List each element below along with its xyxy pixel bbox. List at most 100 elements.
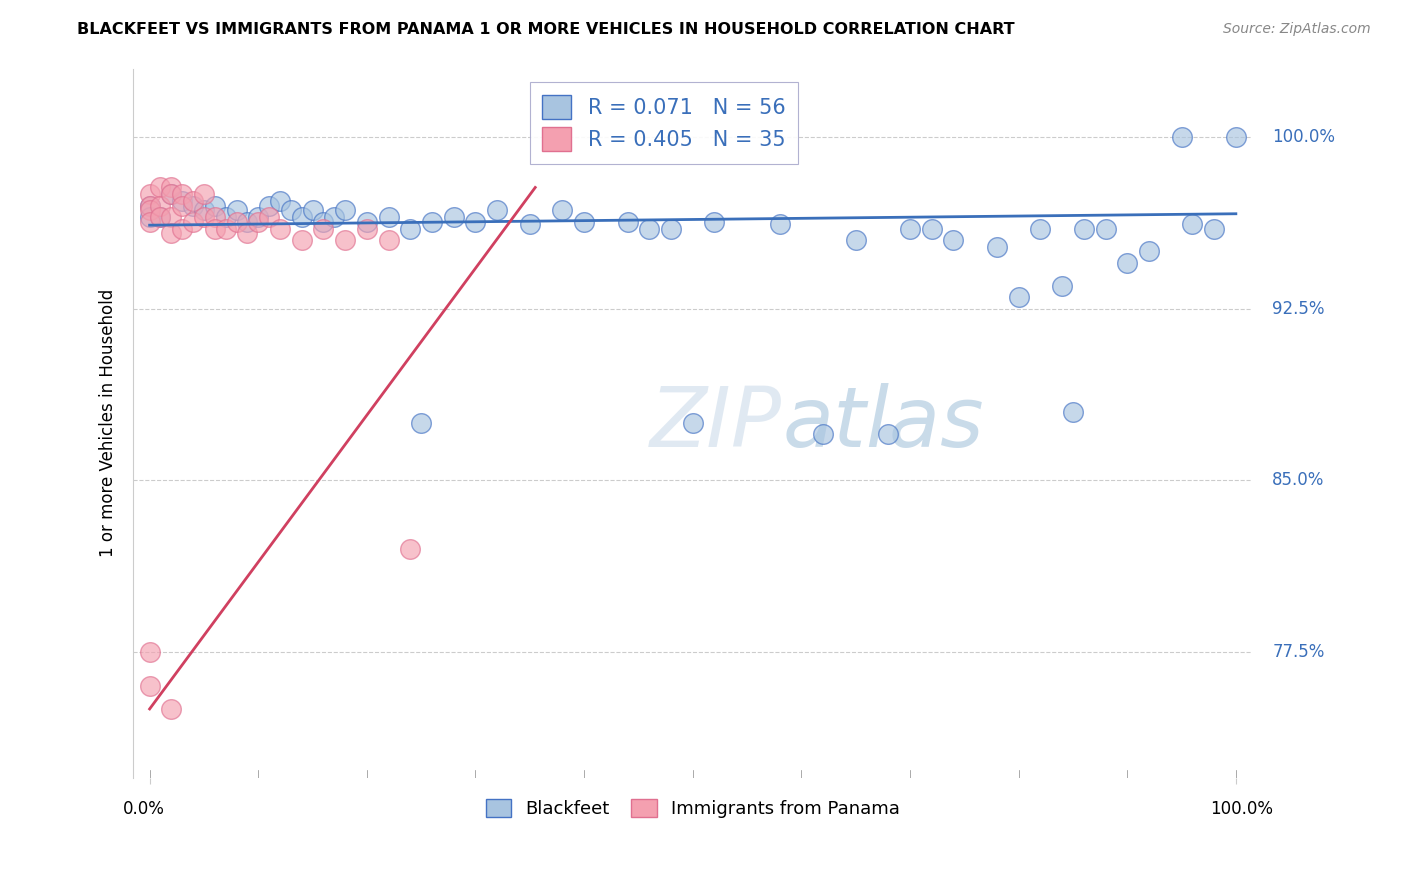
Point: [257, 210, 280, 224]
Point: [291, 233, 314, 247]
Point: [811, 427, 834, 442]
Point: [1007, 290, 1029, 304]
Point: [181, 215, 204, 229]
Point: [356, 215, 378, 229]
Text: 0.0%: 0.0%: [124, 800, 165, 819]
Point: [1094, 221, 1116, 235]
Point: [172, 199, 194, 213]
Text: 100.0%: 100.0%: [1272, 128, 1336, 146]
Point: [1029, 221, 1052, 235]
Point: [138, 645, 160, 659]
Text: atlas: atlas: [782, 383, 984, 464]
Point: [138, 203, 160, 218]
Point: [138, 210, 160, 224]
Point: [1073, 221, 1095, 235]
Point: [160, 180, 183, 194]
Point: [204, 210, 226, 224]
Point: [160, 187, 183, 202]
Point: [172, 221, 194, 235]
Text: 92.5%: 92.5%: [1272, 300, 1324, 318]
Point: [138, 187, 160, 202]
Point: [942, 233, 965, 247]
Point: [214, 221, 236, 235]
Text: ZIP: ZIP: [650, 383, 782, 464]
Point: [181, 194, 204, 209]
Point: [443, 210, 465, 224]
Point: [333, 203, 356, 218]
Point: [193, 203, 215, 218]
Point: [236, 215, 259, 229]
Point: [160, 187, 183, 202]
Point: [399, 221, 422, 235]
Point: [160, 226, 183, 240]
Point: [921, 221, 943, 235]
Point: [138, 679, 160, 693]
Point: [1204, 221, 1226, 235]
Point: [1062, 404, 1084, 418]
Point: [356, 221, 378, 235]
Point: [333, 233, 356, 247]
Point: [877, 427, 900, 442]
Point: [1225, 130, 1247, 145]
Point: [193, 187, 215, 202]
Point: [193, 210, 215, 224]
Point: [551, 203, 574, 218]
Text: BLACKFEET VS IMMIGRANTS FROM PANAMA 1 OR MORE VEHICLES IN HOUSEHOLD CORRELATION : BLACKFEET VS IMMIGRANTS FROM PANAMA 1 OR…: [77, 22, 1015, 37]
Point: [247, 215, 270, 229]
Point: [898, 221, 921, 235]
Point: [1050, 278, 1073, 293]
Point: [301, 203, 323, 218]
Point: [769, 217, 792, 231]
Point: [1116, 256, 1139, 270]
Point: [160, 210, 183, 224]
Point: [377, 210, 399, 224]
Point: [1170, 130, 1192, 145]
Point: [149, 199, 172, 213]
Point: [312, 221, 335, 235]
Point: [659, 221, 682, 235]
Text: 85.0%: 85.0%: [1272, 471, 1324, 489]
Point: [377, 233, 399, 247]
Point: [149, 210, 172, 224]
Point: [247, 210, 270, 224]
Point: [269, 221, 291, 235]
Point: [519, 217, 541, 231]
Point: [464, 215, 486, 229]
Point: [682, 416, 704, 430]
Point: [181, 199, 204, 213]
Point: [638, 221, 661, 235]
Point: [172, 194, 194, 209]
Text: 77.5%: 77.5%: [1272, 643, 1324, 661]
Point: [236, 226, 259, 240]
Text: Source: ZipAtlas.com: Source: ZipAtlas.com: [1223, 22, 1371, 37]
Point: [845, 233, 868, 247]
Y-axis label: 1 or more Vehicles in Household: 1 or more Vehicles in Household: [100, 289, 117, 558]
Point: [204, 199, 226, 213]
Point: [280, 203, 302, 218]
Point: [138, 215, 160, 229]
Point: [572, 215, 595, 229]
Legend: Blackfeet, Immigrants from Panama: Blackfeet, Immigrants from Panama: [478, 791, 907, 825]
Point: [616, 215, 638, 229]
Point: [149, 180, 172, 194]
Point: [1137, 244, 1160, 259]
Point: [486, 203, 509, 218]
Point: [214, 210, 236, 224]
Point: [323, 210, 346, 224]
Point: [312, 215, 335, 229]
Point: [420, 215, 443, 229]
Point: [399, 541, 422, 556]
Point: [204, 221, 226, 235]
Point: [225, 203, 247, 218]
Point: [138, 199, 160, 213]
Point: [172, 187, 194, 202]
Point: [703, 215, 725, 229]
Point: [149, 210, 172, 224]
Point: [1181, 217, 1204, 231]
Point: [160, 702, 183, 716]
Point: [269, 194, 291, 209]
Point: [225, 215, 247, 229]
Point: [291, 210, 314, 224]
Text: 100.0%: 100.0%: [1209, 800, 1272, 819]
Point: [257, 199, 280, 213]
